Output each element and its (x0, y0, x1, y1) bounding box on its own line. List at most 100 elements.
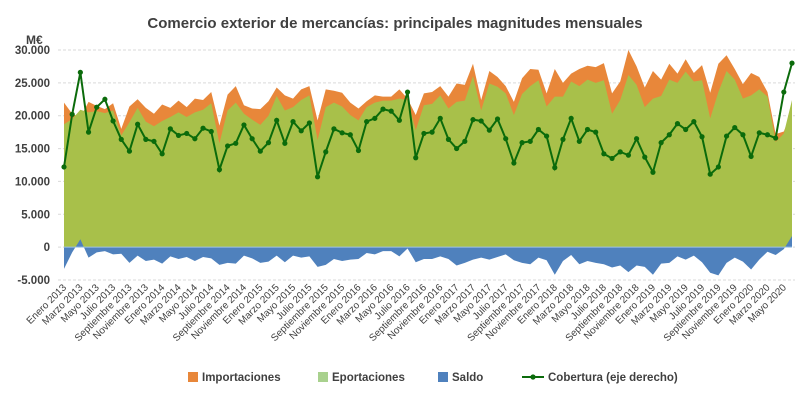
cobertura-point (568, 115, 574, 121)
chart-title: Comercio exterior de mercancías: princip… (147, 15, 642, 32)
y-tick-label: 5.000 (21, 209, 50, 221)
cobertura-point (609, 155, 615, 162)
cobertura-point (314, 174, 321, 180)
cobertura-point (224, 143, 231, 149)
cobertura-point (388, 108, 394, 114)
cobertura-point (437, 115, 443, 121)
cobertura-point (323, 149, 329, 155)
legend-label: Saldo (452, 372, 483, 384)
cobertura-point (740, 132, 746, 138)
cobertura-point (192, 136, 198, 142)
cobertura-point (486, 127, 492, 133)
cobertura-point (691, 119, 697, 125)
cobertura-point (723, 133, 730, 139)
cobertura-point (683, 126, 689, 133)
cobertura-point (773, 135, 779, 141)
cobertura-point (503, 136, 509, 142)
legend-item: Importaciones (188, 372, 281, 384)
legend-marker (530, 374, 536, 380)
cobertura-point (118, 136, 124, 142)
cobertura-point (380, 106, 386, 112)
cobertura-point (404, 89, 411, 95)
legend-label: Cobertura (eje derecho) (548, 372, 678, 384)
cobertura-point (372, 115, 378, 121)
cobertura-point (94, 104, 100, 110)
cobertura-point (306, 120, 312, 126)
legend-item: Eportaciones (318, 372, 405, 384)
cobertura-point (396, 117, 402, 123)
cobertura-point (617, 149, 623, 155)
cobertura-point (151, 138, 157, 144)
cobertura-point (233, 140, 239, 146)
cobertura-point (593, 129, 599, 135)
y-tick-label: 25.000 (15, 78, 50, 90)
cobertura-point (175, 132, 182, 139)
cobertura-point (666, 132, 672, 138)
cobertura-line (61, 60, 795, 180)
area-eportaciones (64, 71, 792, 248)
legend-item: Cobertura (eje derecho) (522, 372, 678, 384)
unit-label: M€ (26, 33, 43, 47)
cobertura-point (601, 151, 607, 157)
cobertura-point (413, 155, 419, 161)
cobertura-point (257, 148, 263, 154)
cobertura-point (642, 154, 648, 160)
cobertura-point (167, 126, 173, 132)
cobertura-point (789, 60, 795, 66)
y-axis: 30.000 25.000 20.000 15.000 10.000 5.000 0 -5.0… (15, 45, 50, 287)
cobertura-point (347, 132, 353, 138)
cobertura-point (135, 121, 141, 127)
cobertura-point (85, 129, 92, 135)
cobertura-point (61, 164, 67, 170)
cobertura-point (143, 136, 149, 142)
cobertura-point (544, 133, 550, 139)
cobertura-point (781, 89, 787, 95)
cobertura-point (102, 96, 108, 102)
cobertura-point (707, 171, 713, 177)
legend-swatch (188, 372, 198, 382)
cobertura-point (249, 136, 255, 142)
cobertura-point (421, 130, 427, 137)
legend-label: Eportaciones (332, 372, 405, 384)
cobertura-point (429, 129, 435, 135)
cobertura-point (184, 130, 190, 137)
legend-swatch (318, 372, 328, 382)
area-saldo (64, 235, 792, 276)
y-tick-label: 10.000 (15, 176, 50, 188)
cobertura-point (633, 136, 640, 142)
cobertura-point (764, 132, 771, 138)
cobertura-point (699, 134, 705, 140)
cobertura-point (274, 117, 280, 123)
cobertura-point (715, 164, 721, 170)
cobertura-point (462, 138, 468, 144)
cobertura-point (159, 151, 165, 157)
plot-areas (64, 50, 792, 276)
legend: Importaciones Eportaciones Saldo Cobertura … (188, 372, 678, 384)
legend-label: Importaciones (202, 372, 281, 384)
cobertura-point (748, 153, 754, 160)
cobertura-point (478, 118, 484, 124)
cobertura-point (331, 126, 337, 132)
cobertura-point (339, 130, 345, 136)
y-tick-label: 15.000 (15, 144, 50, 156)
y-tick-label: 30.000 (15, 45, 50, 57)
cobertura-point (241, 122, 247, 128)
cobertura-point (110, 118, 116, 124)
cobertura-point (519, 140, 525, 146)
legend-swatch (438, 372, 448, 382)
cobertura-point (298, 128, 304, 134)
y-tick-label: 20.000 (15, 111, 50, 123)
cobertura-point (208, 128, 214, 135)
cobertura-point (470, 117, 476, 123)
cobertura-point (527, 138, 533, 144)
cobertura-point (511, 160, 517, 166)
cobertura-point (658, 140, 664, 146)
cobertura-point (364, 119, 370, 125)
cobertura-point (535, 126, 542, 133)
cobertura-point (584, 126, 591, 133)
cobertura-point (576, 138, 582, 144)
y-tick-label: -5.000 (17, 275, 50, 287)
legend-item: Saldo (438, 372, 483, 384)
cobertura-point (265, 140, 272, 146)
